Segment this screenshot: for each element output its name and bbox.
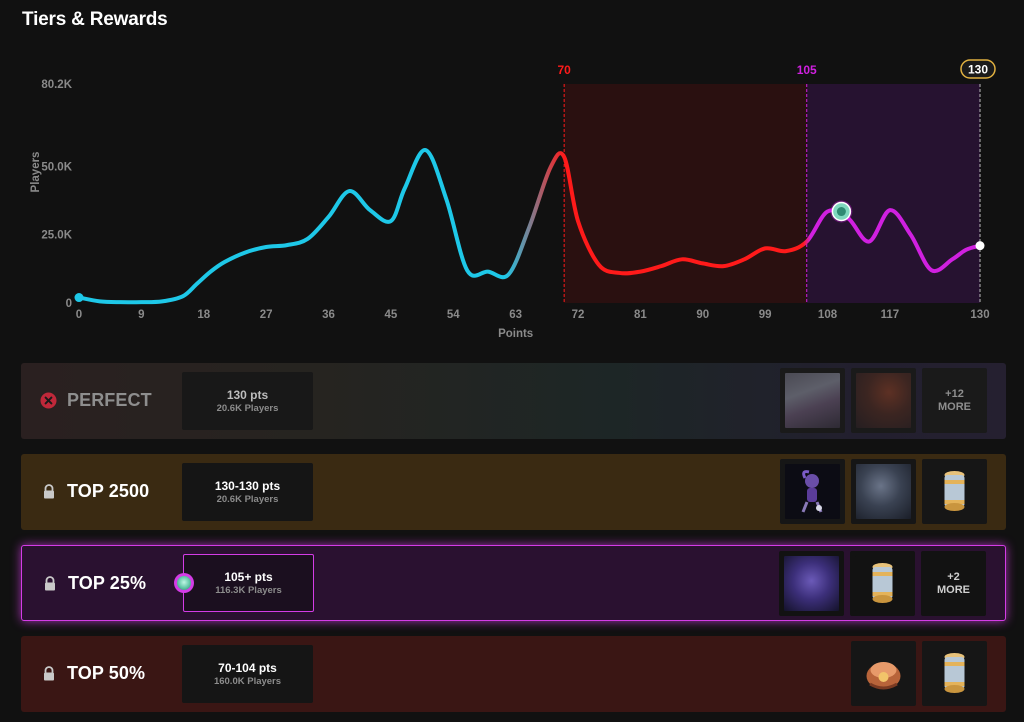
tier-players: 20.6K Players [216,493,279,505]
more-rewards-button[interactable]: +12 MORE [922,368,987,433]
more-rewards-button[interactable]: +2 MORE [921,551,986,616]
threshold-label: 130 [968,63,988,77]
more-label: MORE [938,400,971,413]
zone-70-105 [564,84,807,303]
reward-champion-portrait[interactable] [779,551,844,616]
tier-points-box: 130-130 pts 20.6K Players [182,463,313,521]
tier-points-box: 130 pts 20.6K Players [182,372,313,430]
tier-points: 130 pts [226,387,269,402]
threshold-label: 70 [557,63,571,77]
capsule-icon [927,464,982,519]
reward-capsule[interactable] [850,551,915,616]
x-tick-label: 18 [197,309,210,321]
x-tick-label: 27 [260,309,273,321]
more-count: +2 [947,570,960,583]
user-position-marker[interactable] [830,200,853,223]
reward-skin-portrait[interactable] [780,368,845,433]
reward-chibi-figure[interactable] [780,459,845,524]
lock-icon [41,575,58,592]
x-tick-label: 63 [509,309,522,321]
points-distribution-chart: 0 25.0K 50.0K 80.2K 0 9 18 27 36 45 54 63 72 81 90 99 1… [0,52,1024,352]
tier-players: 116.3K Players [215,584,282,596]
champion-portrait-icon [784,556,839,611]
tier-points: 70-104 pts [218,660,277,675]
x-tick-label: 108 [818,309,838,321]
chibi-figure-icon [785,464,840,519]
skin-portrait-icon [856,464,911,519]
chart-svg: 0 25.0K 50.0K 80.2K 0 9 18 27 36 45 54 63 72 81 90 99 1… [30,59,996,340]
user-position-icon [174,573,194,593]
reward-skin-portrait[interactable] [851,368,916,433]
tier-name: TOP 2500 [67,481,150,501]
tier-top-25-percent[interactable]: TOP 25% 105+ pts 116.3K Players +2 MORE [21,545,1006,621]
y-tick-label: 50.0K [41,161,72,173]
tier-name: TOP 50% [67,663,146,683]
skin-portrait-icon [785,373,840,428]
tier-players: 20.6K Players [216,402,279,414]
reward-skin-portrait[interactable] [851,459,916,524]
y-tick-label: 80.2K [41,79,72,91]
x-tick-label: 99 [759,309,772,321]
tier-points: 105+ pts [224,569,273,584]
reward-capsule[interactable] [922,459,987,524]
page-title: Tiers & Rewards [22,9,168,30]
x-tick-label: 0 [76,309,82,321]
x-axis-label: Points [498,328,533,340]
x-tick-label: 72 [572,309,585,321]
tier-players: 160.0K Players [213,675,282,687]
tier-points: 130-130 pts [214,478,281,493]
tier-points-box: 105+ pts 116.3K Players [183,554,314,612]
lock-icon [40,665,57,682]
tier-top-2500[interactable]: TOP 2500 130-130 pts 20.6K Players [21,454,1006,530]
skin-portrait-icon [856,373,911,428]
reward-capsule[interactable] [922,641,987,706]
x-tick-label: 90 [696,309,709,321]
max-points-badge: 130 [960,59,996,79]
x-circle-icon [40,392,57,409]
tier-perfect[interactable]: PERFECT 130 pts 20.6K Players +12 MORE [21,363,1006,439]
tier-name: PERFECT [67,390,152,410]
x-tick-label: 117 [881,309,900,321]
x-tick-label: 130 [970,309,989,321]
series-start-point [74,293,84,303]
y-axis-label: Players [30,152,42,193]
zone-105-130 [806,84,980,303]
more-count: +12 [945,387,964,400]
capsule-icon [855,556,910,611]
y-tick-label: 0 [66,298,72,310]
threshold-label: 105 [797,63,817,77]
tier-top-50-percent[interactable]: TOP 50% 70-104 pts 160.0K Players [21,636,1006,712]
tier-points-box: 70-104 pts 160.0K Players [182,645,313,703]
chest-icon [856,646,911,701]
series-end-point [975,241,985,251]
lock-icon [40,483,57,500]
more-label: MORE [937,583,970,596]
x-tick-label: 9 [138,309,144,321]
x-tick-label: 45 [384,309,397,321]
tier-name: TOP 25% [68,573,147,593]
x-tick-label: 36 [322,309,335,321]
x-tick-label: 54 [447,309,460,321]
y-tick-label: 25.0K [41,230,72,242]
capsule-icon [927,646,982,701]
x-tick-label: 81 [634,309,647,321]
reward-chest[interactable] [851,641,916,706]
